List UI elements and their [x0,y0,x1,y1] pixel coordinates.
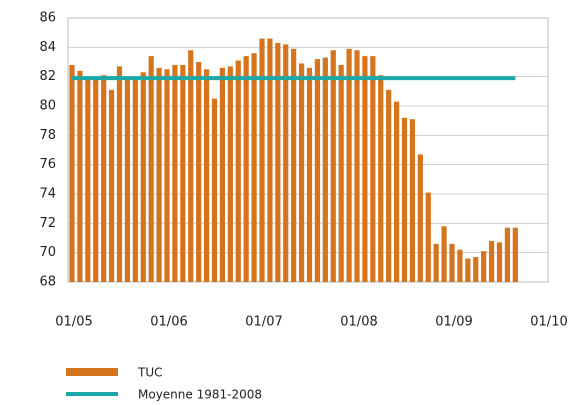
bar [243,56,249,283]
bar [425,192,431,282]
bar [283,44,289,283]
bar [417,154,423,282]
y-tick-label: 78 [39,128,56,143]
bar [378,75,384,282]
y-tick-label: 80 [39,99,56,114]
bar [496,242,503,282]
bar [211,98,218,283]
bar [393,101,400,282]
y-tick-label: 82 [39,69,56,84]
y-tick-label: 68 [39,275,56,290]
bar [354,50,360,283]
x-tick-label: 01/07 [245,315,282,330]
bar [259,38,265,283]
bar [124,79,131,282]
legend-label: Moyenne 1981-2008 [138,388,262,402]
bar [481,251,487,282]
bar [314,59,321,282]
bar [188,50,194,283]
bar [449,243,455,282]
bar [101,75,107,282]
bar [219,67,226,282]
bar [172,64,178,282]
bar [203,69,210,282]
y-tick-label: 84 [39,40,56,55]
bar [227,66,233,283]
bar [69,64,75,282]
bar [235,60,241,283]
bar [330,50,336,283]
bar [116,66,123,283]
legend-label: TUC [137,366,163,380]
bar [433,243,439,282]
bar [85,78,91,282]
x-tick-label: 01/10 [530,315,567,330]
bar [267,38,273,283]
bar [148,56,154,283]
bar [441,226,447,282]
y-tick-label: 70 [39,245,56,260]
bar [306,67,313,282]
bar [504,227,511,282]
bar [77,70,83,282]
bar [362,56,368,283]
bar [132,78,138,282]
bar [291,48,297,282]
y-tick-label: 72 [39,216,56,231]
bar [338,64,344,282]
bar [164,69,170,282]
bar [512,227,518,282]
x-tick-label: 01/09 [435,315,472,330]
bar [156,67,162,282]
bar [346,48,352,282]
x-tick-label: 01/05 [55,315,92,330]
legend-swatch [66,368,118,376]
bar [457,249,463,282]
bar [401,117,408,282]
bar [370,56,376,283]
bar [488,240,495,282]
bar [298,63,305,282]
bar [275,42,281,282]
bar [322,57,328,282]
y-tick-label: 74 [39,187,56,202]
bar [251,53,257,283]
bar [465,258,471,282]
bar [409,119,416,282]
bar [196,62,202,282]
bar [473,257,479,282]
x-tick-label: 01/08 [340,315,377,330]
x-tick-label: 01/06 [150,315,187,330]
bar [140,72,146,283]
bar [386,89,392,282]
bar [180,64,186,282]
bar [93,79,99,282]
bar [108,89,115,282]
y-tick-label: 86 [39,11,56,26]
y-tick-label: 76 [39,157,56,172]
